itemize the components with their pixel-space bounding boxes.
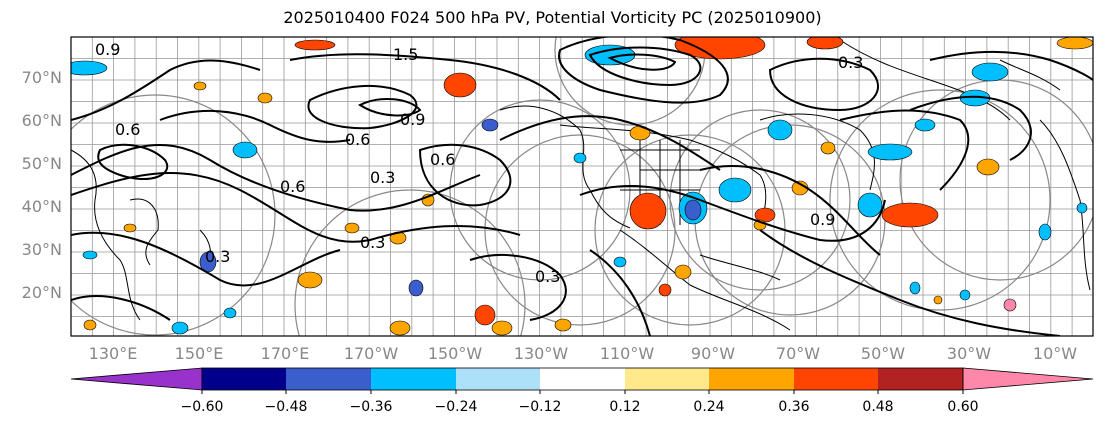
contour-label: 0.3 <box>535 267 560 286</box>
lon-label: 110°W <box>599 344 655 363</box>
colorbar-tick-label: −0.24 <box>434 399 478 415</box>
contour-label-group: 0.9 1.5 0.6 0.9 0.6 0.6 0.3 0.3 0.3 0.9 … <box>95 40 863 286</box>
colorbar-extend-max <box>962 367 1094 391</box>
lon-label: 50°W <box>860 344 906 363</box>
contour-label: 0.3 <box>360 233 385 252</box>
contour-label: 0.3 <box>838 53 863 72</box>
colorbar-segment <box>456 368 540 390</box>
contour-label: 0.6 <box>115 120 140 139</box>
lon-label: 170°W <box>343 344 399 363</box>
contour-label: 0.3 <box>370 168 395 187</box>
lon-label: 150°W <box>427 344 483 363</box>
contour-label: 0.9 <box>810 210 835 229</box>
lon-label: 90°W <box>690 344 736 363</box>
contour-label: 0.6 <box>345 130 370 149</box>
lon-label: 10°W <box>1032 344 1078 363</box>
colorbar-tick-label: 0.48 <box>862 399 894 415</box>
colorbar-outline <box>201 367 964 391</box>
colorbar-extend-min <box>70 367 203 391</box>
map-title: 2025010400 F024 500 hPa PV, Potential Vo… <box>283 8 822 27</box>
colorbar-segment <box>794 368 878 390</box>
pv-contours <box>71 37 1093 336</box>
contour-label: 0.9 <box>400 110 425 129</box>
colorbar-segment <box>709 368 794 390</box>
colorbar <box>70 367 1094 394</box>
lat-label: 70°N <box>21 68 62 87</box>
contour-label: 0.9 <box>95 40 120 59</box>
colorbar-segment <box>625 368 709 390</box>
colorbar-tick-label: 0.12 <box>609 399 641 415</box>
colorbar-tick-label: −0.12 <box>518 399 562 415</box>
colorbar-segment <box>286 368 371 390</box>
colorbar-tick-label: 0.60 <box>947 399 979 415</box>
lon-label: 150°E <box>174 344 224 363</box>
lon-label: 70°W <box>775 344 821 363</box>
colorbar-tick-label: −0.36 <box>349 399 393 415</box>
lat-label: 60°N <box>21 111 62 130</box>
lat-label: 40°N <box>21 197 62 216</box>
colorbar-segment <box>540 368 625 390</box>
colorbar-tick-label: 0.24 <box>693 399 725 415</box>
pv-shading <box>71 37 1093 336</box>
lat-label: 20°N <box>21 283 62 302</box>
contour-label: 1.5 <box>393 45 418 64</box>
lat-label: 30°N <box>21 240 62 259</box>
contour-label: 0.6 <box>280 177 305 196</box>
colorbar-segment <box>202 368 286 390</box>
lon-label: 130°E <box>88 344 138 363</box>
lat-label: 50°N <box>21 154 62 173</box>
colorbar-tick-label: −0.60 <box>180 399 224 415</box>
colorbar-segment <box>371 368 456 390</box>
colorbar-tick-label: −0.48 <box>264 399 308 415</box>
contour-label: 0.6 <box>430 150 455 169</box>
contour-label: 0.3 <box>205 247 230 266</box>
map-frame <box>70 36 1094 337</box>
lon-label: 170°E <box>260 344 310 363</box>
lon-label: 130°W <box>513 344 569 363</box>
lon-label: 30°W <box>946 344 992 363</box>
colorbar-segment <box>878 368 963 390</box>
colorbar-tick-label: 0.36 <box>778 399 810 415</box>
